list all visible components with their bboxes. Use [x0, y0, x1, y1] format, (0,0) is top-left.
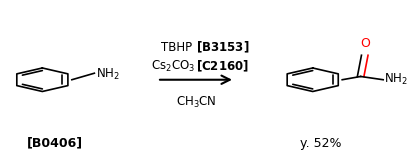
Text: CH$_3$CN: CH$_3$CN — [176, 95, 216, 110]
Text: [B0406]: [B0406] — [27, 137, 83, 150]
Text: NH$_2$: NH$_2$ — [384, 72, 408, 87]
Text: TBHP: TBHP — [161, 41, 196, 54]
Text: $\mathbf{[B3153]}$: $\mathbf{[B3153]}$ — [196, 40, 249, 55]
Text: O: O — [360, 37, 370, 50]
Text: y. 52%: y. 52% — [300, 137, 342, 150]
Text: Cs$_2$CO$_3$: Cs$_2$CO$_3$ — [151, 59, 196, 74]
Text: $\mathbf{[C2160]}$: $\mathbf{[C2160]}$ — [196, 59, 249, 74]
Text: NH$_2$: NH$_2$ — [96, 67, 120, 82]
